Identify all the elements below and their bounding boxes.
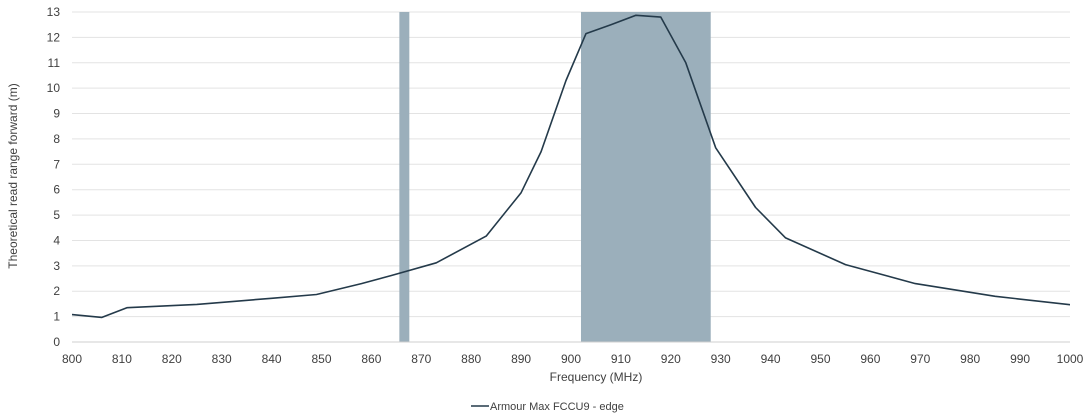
y-tick-label: 9	[53, 107, 60, 121]
x-tick-label: 960	[860, 352, 880, 366]
x-tick-label: 910	[611, 352, 631, 366]
frequency-band-1	[580, 12, 711, 342]
band-layer	[399, 12, 711, 342]
y-tick-label: 12	[47, 30, 61, 44]
x-tick-label: 990	[1010, 352, 1030, 366]
x-tick-label: 850	[311, 352, 331, 366]
y-tick-label: 8	[53, 132, 60, 146]
series-line-0	[72, 14, 1070, 319]
y-tick-label: 7	[53, 157, 60, 171]
legend-label: Armour Max FCCU9 - edge	[490, 401, 624, 413]
x-tick-label: 970	[910, 352, 930, 366]
y-tick-label: 3	[53, 259, 60, 273]
x-tick-label: 950	[810, 352, 830, 366]
y-tick-label: 2	[53, 284, 60, 298]
legend: Armour Max FCCU9 - edge	[471, 401, 624, 413]
x-tick-label: 980	[960, 352, 980, 366]
frequency-band-0	[399, 12, 410, 342]
x-tick-label: 860	[361, 352, 381, 366]
x-tick-label: 800	[62, 352, 82, 366]
x-tick-label: 890	[511, 352, 531, 366]
x-tick-label: 810	[112, 352, 132, 366]
x-tick-label: 930	[711, 352, 731, 366]
y-tick-label: 5	[53, 208, 60, 222]
x-axis-title: Frequency (MHz)	[550, 370, 643, 384]
y-tick-label: 11	[48, 56, 61, 70]
x-tick-label: 840	[262, 352, 282, 366]
grid-layer	[72, 11, 1070, 318]
x-tick-label: 830	[212, 352, 232, 366]
y-axis-title: Theoretical read range forward (m)	[6, 83, 20, 268]
y-tick-label: 1	[53, 310, 60, 324]
x-tick-label: 1000	[1057, 352, 1084, 366]
y-tick-label: 10	[47, 81, 61, 95]
x-tick-label: 940	[761, 352, 781, 366]
x-tick-label: 870	[411, 352, 431, 366]
x-tick-label: 900	[561, 352, 581, 366]
y-tick-label: 6	[53, 183, 60, 197]
label-layer: Frequency (MHz) Theoretical read range f…	[6, 83, 642, 384]
x-tick-label: 880	[461, 352, 481, 366]
series-layer	[72, 14, 1070, 319]
y-tick-label: 13	[47, 5, 61, 19]
y-tick-label: 0	[53, 335, 60, 349]
y-tick-label: 4	[53, 233, 60, 247]
x-tick-label: 820	[162, 352, 182, 366]
x-tick-label: 920	[661, 352, 681, 366]
